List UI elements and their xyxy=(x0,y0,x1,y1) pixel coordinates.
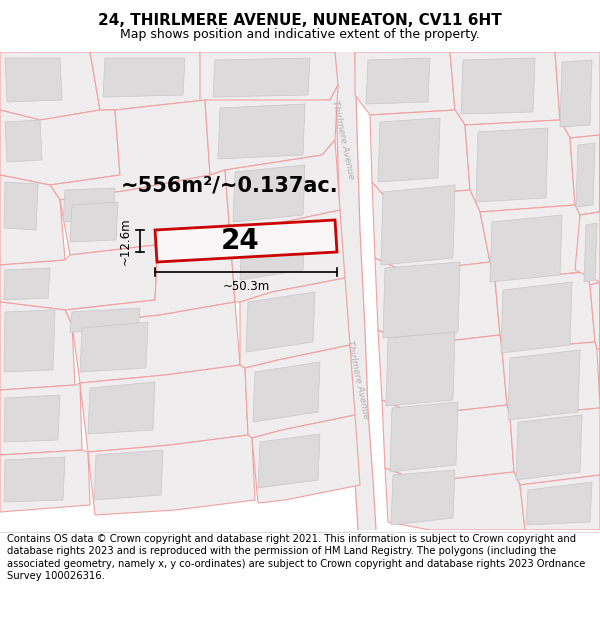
Polygon shape xyxy=(526,482,592,525)
Polygon shape xyxy=(372,182,490,272)
Polygon shape xyxy=(383,262,460,338)
Polygon shape xyxy=(501,282,572,353)
Polygon shape xyxy=(63,188,115,222)
Polygon shape xyxy=(381,185,455,265)
Polygon shape xyxy=(200,52,338,108)
Polygon shape xyxy=(80,322,148,372)
Polygon shape xyxy=(476,128,548,202)
Polygon shape xyxy=(378,118,440,182)
Text: ~12.6m: ~12.6m xyxy=(119,217,132,265)
Polygon shape xyxy=(0,245,157,310)
Polygon shape xyxy=(590,282,600,350)
Polygon shape xyxy=(94,450,163,500)
Polygon shape xyxy=(80,365,248,452)
Polygon shape xyxy=(0,110,120,185)
Polygon shape xyxy=(385,468,525,530)
Text: Contains OS data © Crown copyright and database right 2021. This information is : Contains OS data © Crown copyright and d… xyxy=(7,534,586,581)
Polygon shape xyxy=(5,58,62,102)
Polygon shape xyxy=(520,475,600,530)
Polygon shape xyxy=(205,85,338,175)
Polygon shape xyxy=(233,165,305,222)
Polygon shape xyxy=(213,58,310,97)
Polygon shape xyxy=(461,58,535,114)
Polygon shape xyxy=(560,60,592,127)
Polygon shape xyxy=(378,330,507,415)
Polygon shape xyxy=(230,210,345,302)
Polygon shape xyxy=(0,175,65,265)
Polygon shape xyxy=(50,100,210,200)
Polygon shape xyxy=(4,395,60,442)
Polygon shape xyxy=(495,272,595,350)
Polygon shape xyxy=(4,182,38,230)
Polygon shape xyxy=(335,52,376,530)
Polygon shape xyxy=(4,457,65,502)
Polygon shape xyxy=(253,362,320,422)
Polygon shape xyxy=(370,110,470,197)
Polygon shape xyxy=(490,215,562,282)
Text: ~50.3m: ~50.3m xyxy=(223,280,269,293)
Polygon shape xyxy=(155,220,337,262)
Polygon shape xyxy=(90,52,205,110)
Polygon shape xyxy=(355,52,455,115)
Polygon shape xyxy=(0,383,82,455)
Polygon shape xyxy=(72,302,240,383)
Polygon shape xyxy=(246,292,315,352)
Polygon shape xyxy=(218,104,305,159)
Polygon shape xyxy=(0,302,75,390)
Polygon shape xyxy=(391,470,455,525)
Text: Thirlmere Avenue: Thirlmere Avenue xyxy=(345,340,371,420)
Polygon shape xyxy=(240,278,350,368)
Polygon shape xyxy=(5,120,42,162)
Polygon shape xyxy=(576,143,595,207)
Polygon shape xyxy=(366,58,430,104)
Polygon shape xyxy=(252,415,360,503)
Polygon shape xyxy=(4,310,55,372)
Polygon shape xyxy=(88,435,255,515)
Polygon shape xyxy=(580,212,600,285)
Polygon shape xyxy=(390,402,458,472)
Polygon shape xyxy=(70,202,118,242)
Text: Map shows position and indicative extent of the property.: Map shows position and indicative extent… xyxy=(120,28,480,41)
Polygon shape xyxy=(103,58,185,97)
Polygon shape xyxy=(516,415,582,480)
Polygon shape xyxy=(60,170,230,255)
Polygon shape xyxy=(575,135,600,400)
Polygon shape xyxy=(555,52,600,138)
Text: 24, THIRLMERE AVENUE, NUNEATON, CV11 6HT: 24, THIRLMERE AVENUE, NUNEATON, CV11 6HT xyxy=(98,13,502,28)
Polygon shape xyxy=(510,408,600,485)
Polygon shape xyxy=(88,382,155,434)
Polygon shape xyxy=(508,350,580,420)
Polygon shape xyxy=(65,235,235,325)
Polygon shape xyxy=(502,342,600,416)
Polygon shape xyxy=(386,332,455,406)
Text: Thirlmere Avenue: Thirlmere Avenue xyxy=(330,100,356,180)
Polygon shape xyxy=(480,205,585,280)
Polygon shape xyxy=(70,308,140,332)
Polygon shape xyxy=(240,228,305,280)
Polygon shape xyxy=(258,434,320,488)
Polygon shape xyxy=(225,140,340,235)
Polygon shape xyxy=(570,135,600,215)
Polygon shape xyxy=(382,400,514,482)
Polygon shape xyxy=(450,52,560,125)
Text: ~556m²/~0.137ac.: ~556m²/~0.137ac. xyxy=(121,175,339,195)
Text: 24: 24 xyxy=(221,227,259,255)
Polygon shape xyxy=(0,52,100,120)
Polygon shape xyxy=(375,258,500,345)
Polygon shape xyxy=(584,223,597,282)
Polygon shape xyxy=(4,268,50,300)
Polygon shape xyxy=(0,450,90,512)
Polygon shape xyxy=(465,120,575,212)
Polygon shape xyxy=(245,345,355,438)
